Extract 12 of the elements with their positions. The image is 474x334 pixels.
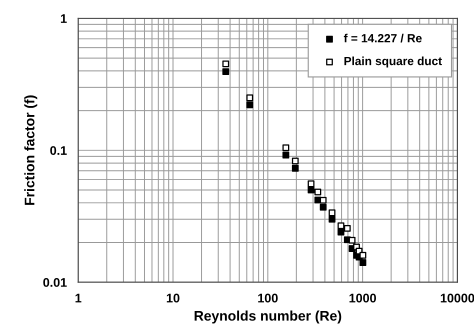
x-axis-title: Reynolds number (Re)	[194, 310, 342, 324]
y-axis-title: Friction factor (f)	[24, 95, 38, 205]
legend-label: Plain square duct	[344, 56, 442, 68]
legend-label: f = 14.227 / Re	[344, 34, 422, 43]
x-tick-label: 10	[166, 294, 180, 303]
y-tick-label: 1	[60, 14, 67, 23]
x-tick-label: 1000	[349, 294, 376, 303]
x-tick-label: 10000	[440, 294, 474, 303]
y-tick-label: 0.1	[50, 146, 67, 155]
x-tick-label: 1	[76, 294, 82, 302]
x-tick-label: 100	[258, 294, 278, 303]
y-tick-label: 0.01	[43, 278, 67, 287]
